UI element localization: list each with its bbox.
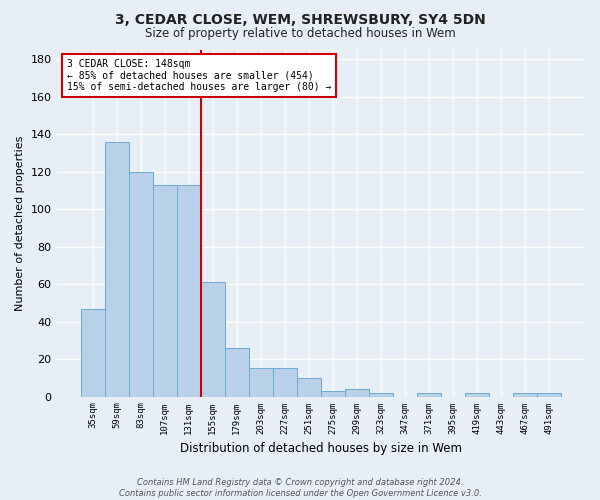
Bar bbox=[273, 368, 297, 396]
Y-axis label: Number of detached properties: Number of detached properties bbox=[15, 136, 25, 311]
Text: Contains HM Land Registry data © Crown copyright and database right 2024.
Contai: Contains HM Land Registry data © Crown c… bbox=[119, 478, 481, 498]
Text: Size of property relative to detached houses in Wem: Size of property relative to detached ho… bbox=[145, 28, 455, 40]
Bar bbox=[152, 185, 176, 396]
Bar bbox=[80, 308, 104, 396]
Bar bbox=[104, 142, 128, 397]
Bar bbox=[224, 348, 249, 397]
Bar bbox=[249, 368, 273, 396]
Bar bbox=[369, 393, 393, 396]
Bar bbox=[465, 393, 489, 396]
Bar bbox=[513, 393, 537, 396]
Bar bbox=[297, 378, 321, 396]
Bar bbox=[537, 393, 561, 396]
X-axis label: Distribution of detached houses by size in Wem: Distribution of detached houses by size … bbox=[180, 442, 462, 455]
Bar bbox=[128, 172, 152, 396]
Text: 3, CEDAR CLOSE, WEM, SHREWSBURY, SY4 5DN: 3, CEDAR CLOSE, WEM, SHREWSBURY, SY4 5DN bbox=[115, 12, 485, 26]
Bar bbox=[200, 282, 224, 397]
Bar bbox=[345, 389, 369, 396]
Bar bbox=[417, 393, 441, 396]
Text: 3 CEDAR CLOSE: 148sqm
← 85% of detached houses are smaller (454)
15% of semi-det: 3 CEDAR CLOSE: 148sqm ← 85% of detached … bbox=[67, 58, 331, 92]
Bar bbox=[321, 391, 345, 396]
Bar bbox=[176, 185, 200, 396]
